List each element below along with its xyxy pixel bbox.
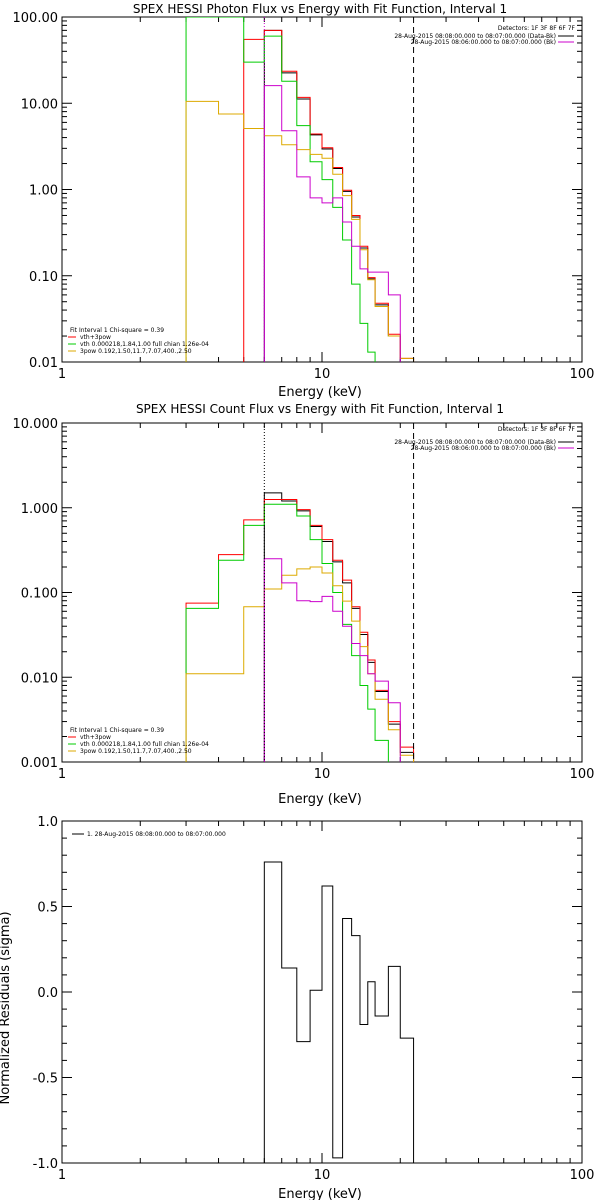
residuals-plot-frame — [61, 820, 583, 1164]
count-flux-y-tick-label: 1.000 — [21, 502, 58, 517]
photon-flux-fit-legend-label: vth+3pow — [80, 334, 111, 341]
count-flux-data — [185, 492, 415, 762]
residuals-y-axis: -1.0 -0.5 0.0 0.5 1.0 — [33, 815, 582, 1172]
photon-flux-series-2 — [185, 17, 376, 362]
photon-flux-x-tick-label: 100 — [570, 367, 595, 382]
count-flux-panel: SPEX HESSI Count Flux vs Energy with Fit… — [13, 402, 595, 807]
photon-flux-fit-legend-label: Fit Interval 1 Chi-square = 0.39 — [70, 327, 164, 334]
photon-flux-series-4 — [263, 85, 401, 362]
residuals-series-0 — [263, 861, 415, 1163]
photon-flux-detectors: Detectors: 1F 3F 8F 6F 7F — [498, 25, 576, 32]
count-flux-right-legend-label: 28-Aug-2015 08:08:00.000 to 08:07:00.000… — [394, 439, 556, 446]
count-flux-fit-legend-label: 3pow 0.192,1.50,11.7,7.07,400.,2.50 — [80, 748, 192, 755]
count-flux-fit-legend-label: vth 0.000218,1.84,1.00 full chian 1.26e-… — [80, 741, 209, 748]
photon-flux-data — [185, 17, 415, 362]
photon-flux-series-3 — [185, 100, 415, 362]
count-flux-series-2 — [185, 503, 389, 762]
count-flux-series-1 — [185, 499, 415, 762]
count-flux-detectors: Detectors: 1F 3F 8F 6F 7F — [498, 426, 576, 433]
residuals-ylabel: Normalized Residuals (sigma) — [0, 911, 13, 1104]
photon-flux-title: SPEX HESSI Photon Flux vs Energy with Fi… — [133, 2, 507, 16]
photon-flux-x-axis: 1 10 100 — [58, 17, 595, 382]
photon-flux-y-axis: 0.01 0.10 1.00 10.00 100.00 — [13, 11, 582, 371]
residuals-legend-label: 1. 28-Aug-2015 08:08:00.000 to 08:07:00.… — [87, 831, 226, 838]
count-flux-x-tick-label: 100 — [570, 767, 595, 782]
residuals-y-tick-label: -0.5 — [33, 1072, 58, 1087]
photon-flux-right-legend-label: 28-Aug-2015 08:08:00.000 to 08:07:00.000… — [394, 33, 556, 40]
residuals-y-tick-label: 1.0 — [37, 815, 58, 830]
photon-flux-plot-frame — [61, 16, 583, 363]
count-flux-y-tick-label: 0.010 — [21, 671, 58, 686]
photon-flux-fit-legend-label: vth 0.000218,1.84,1.00 full chian 1.26e-… — [80, 341, 209, 348]
residuals-x-axis: 1 10 100 — [58, 821, 595, 1183]
count-flux-xlabel: Energy (keV) — [278, 792, 362, 807]
photon-flux-fit-legend-label: 3pow 0.192,1.50,11.7,7.07,400.,2.50 — [80, 348, 192, 355]
count-flux-y-tick-label: 0.100 — [21, 587, 58, 602]
count-flux-plot-frame — [61, 422, 583, 763]
residuals-x-tick-label: 100 — [570, 1168, 595, 1183]
photon-flux-y-tick-label: 100.00 — [13, 11, 59, 26]
count-flux-series-4 — [263, 558, 401, 762]
photon-flux-x-tick-label: 10 — [314, 367, 331, 382]
residuals-xlabel: Energy (keV) — [278, 1187, 362, 1200]
count-flux-series-3 — [185, 566, 415, 762]
residuals-x-tick-label: 1 — [58, 1168, 66, 1183]
photon-flux-x-tick-label: 1 — [58, 367, 66, 382]
count-flux-x-tick-label: 1 — [58, 767, 66, 782]
photon-flux-y-tick-label: 10.00 — [21, 97, 58, 112]
photon-flux-right-legend-label: 28-Aug-2015 08:06:00.000 to 08:07:00.000… — [411, 39, 556, 46]
residuals-data — [263, 861, 415, 1163]
photon-flux-plot-area: 1 10 100 0.01 0.10 1.00 10.00 100.00 28-Aug-2015… — [13, 11, 595, 382]
count-flux-right-legend-label: 28-Aug-2015 08:06:00.000 to 08:07:00.000… — [411, 445, 556, 452]
photon-flux-panel: SPEX HESSI Photon Flux vs Energy with Fi… — [13, 2, 595, 400]
residuals-plot-area: 1 10 100 -1.0 -0.5 0.0 0.5 1.0 1. 28-Aug-2015 08… — [33, 815, 595, 1183]
count-flux-x-tick-label: 10 — [314, 767, 331, 782]
count-flux-plot-area: 1 10 100 0.001 0.010 0.100 1.000 10.000 28-Aug-2… — [13, 417, 595, 782]
count-flux-y-tick-label: 0.001 — [21, 756, 58, 771]
photon-flux-y-tick-label: 0.10 — [29, 270, 58, 285]
count-flux-y-axis: 0.001 0.010 0.100 1.000 10.000 — [13, 417, 582, 771]
count-flux-fit-legend-label: vth+3pow — [80, 734, 111, 741]
count-flux-fit-legend-label: Fit Interval 1 Chi-square = 0.39 — [70, 727, 164, 734]
residuals-y-tick-label: 0.5 — [37, 901, 58, 916]
count-flux-x-axis: 1 10 100 — [58, 423, 595, 782]
photon-flux-xlabel: Energy (keV) — [278, 385, 362, 400]
residuals-x-tick-label: 10 — [314, 1168, 331, 1183]
count-flux-title: SPEX HESSI Count Flux vs Energy with Fit… — [136, 402, 504, 416]
photon-flux-y-tick-label: 0.01 — [29, 356, 58, 371]
photon-flux-y-tick-label: 1.00 — [29, 184, 58, 199]
residuals-y-tick-label: 0.0 — [37, 986, 58, 1001]
residuals-panel: Energy (keV) Normalized Residuals (sigma… — [0, 815, 594, 1200]
count-flux-y-tick-label: 10.000 — [13, 417, 59, 432]
residuals-y-tick-label: -1.0 — [33, 1157, 58, 1172]
